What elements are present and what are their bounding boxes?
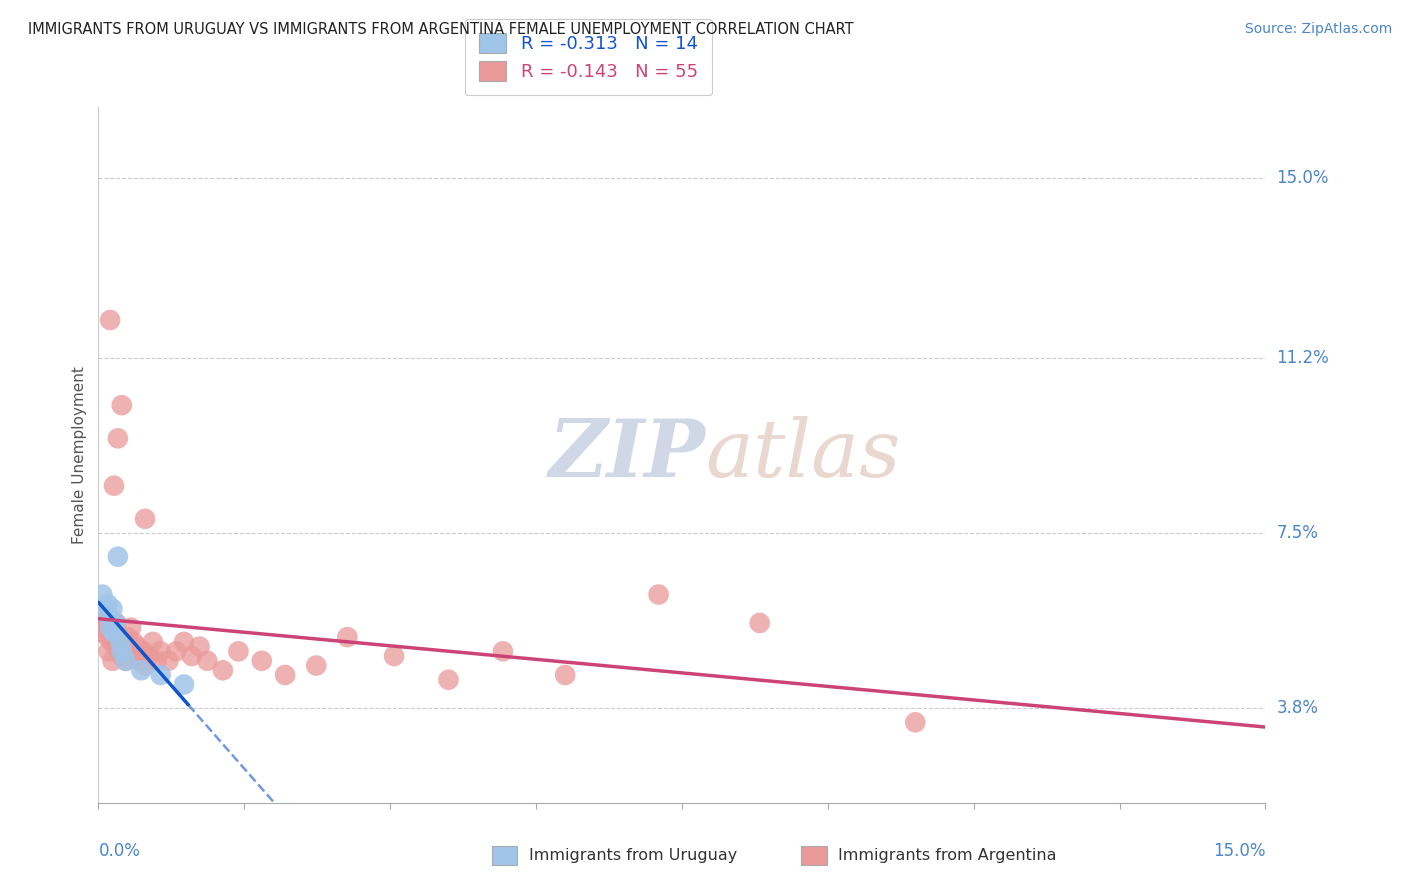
Point [149,644,172,658]
Point [492,644,515,658]
Text: 3.8%: 3.8% [1277,699,1319,717]
Point [195,654,218,668]
Point [125,649,148,664]
Point [107,431,129,445]
Text: 0.0%: 0.0% [98,842,141,860]
Point [97,630,120,644]
Text: Source: ZipAtlas.com: Source: ZipAtlas.com [1244,22,1392,37]
Point [173,635,195,649]
Point [107,630,129,644]
Point [250,654,273,668]
Point [180,649,202,664]
Point [149,668,172,682]
Point [138,649,160,664]
Point [108,635,131,649]
Point [108,635,131,649]
Legend: R = -0.313   N = 14, R = -0.143   N = 55: R = -0.313 N = 14, R = -0.143 N = 55 [465,19,713,95]
Point [117,630,139,644]
Point [98,313,121,327]
Point [437,673,460,687]
Point [129,663,152,677]
Point [103,478,125,492]
Point [93,615,115,630]
Point [142,635,165,649]
Point [118,644,141,658]
Point [111,649,134,664]
Text: 15.0%: 15.0% [1213,842,1265,860]
Point [904,715,927,730]
Point [97,597,120,611]
Point [108,644,131,658]
Point [98,621,121,635]
Point [127,640,149,654]
Point [103,625,125,640]
Point [91,607,114,621]
Y-axis label: Female Unemployment: Female Unemployment [72,366,87,544]
Point [93,625,115,640]
Point [114,654,136,668]
Point [382,649,405,664]
Point [129,654,152,668]
Point [120,621,142,635]
Point [105,615,128,630]
Point [98,611,121,625]
Point [100,635,122,649]
Text: atlas: atlas [706,417,901,493]
Point [104,640,127,654]
Point [157,654,180,668]
Point [748,615,770,630]
Point [212,663,235,677]
Point [554,668,576,682]
Point [96,621,118,635]
Point [336,630,359,644]
Point [134,658,156,673]
Point [228,644,250,658]
Point [101,601,124,615]
Point [274,668,297,682]
Text: 15.0%: 15.0% [1277,169,1329,187]
Point [173,677,195,691]
Point [104,615,127,630]
Point [188,640,211,654]
Text: 11.2%: 11.2% [1277,349,1329,367]
Text: ZIP: ZIP [548,417,706,493]
Point [111,644,134,658]
Point [134,512,156,526]
Point [103,625,125,640]
Point [97,644,120,658]
Text: Immigrants from Uruguay: Immigrants from Uruguay [529,848,737,863]
Text: 7.5%: 7.5% [1277,524,1319,542]
Point [112,640,135,654]
Point [91,588,114,602]
Point [111,398,134,412]
Point [107,549,129,564]
Point [647,588,669,602]
Point [114,654,136,668]
Text: IMMIGRANTS FROM URUGUAY VS IMMIGRANTS FROM ARGENTINA FEMALE UNEMPLOYMENT CORRELA: IMMIGRANTS FROM URUGUAY VS IMMIGRANTS FR… [28,22,853,37]
Point [96,607,118,621]
Point [146,654,169,668]
Point [122,635,145,649]
Point [165,644,187,658]
Point [132,644,155,658]
Point [305,658,328,673]
Point [101,654,124,668]
Text: Immigrants from Argentina: Immigrants from Argentina [838,848,1056,863]
